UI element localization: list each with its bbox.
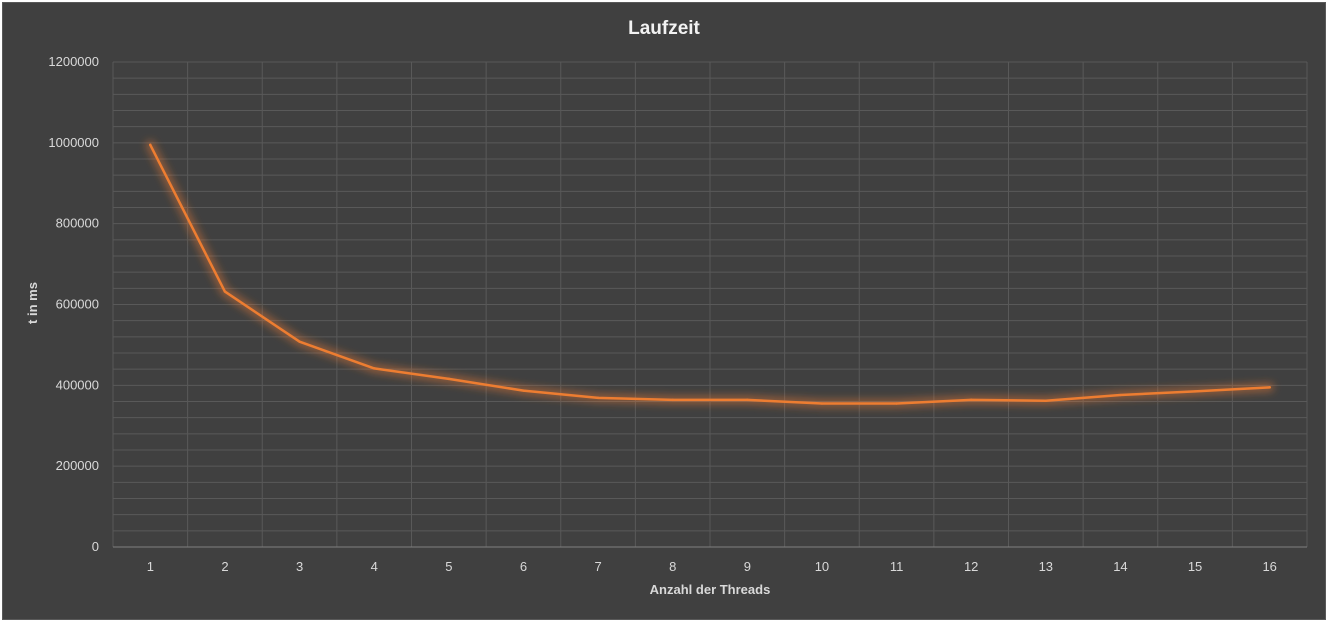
data-point[interactable] bbox=[1044, 399, 1048, 402]
data-point[interactable] bbox=[1119, 393, 1122, 397]
data-point[interactable] bbox=[746, 398, 749, 402]
data-point[interactable] bbox=[969, 398, 973, 402]
data-point[interactable] bbox=[149, 143, 152, 147]
data-point[interactable] bbox=[671, 398, 674, 402]
y-tick-label: 1000000 bbox=[48, 135, 99, 150]
y-tick-label: 0 bbox=[92, 539, 99, 554]
x-axis-title: Anzahl der Threads bbox=[650, 582, 771, 597]
x-tick-label: 16 bbox=[1262, 559, 1276, 574]
y-tick-label: 800000 bbox=[56, 216, 99, 231]
x-tick-label: 6 bbox=[520, 559, 527, 574]
y-axis-title: t in ms bbox=[25, 282, 40, 324]
y-tick-label: 200000 bbox=[56, 458, 99, 473]
x-tick-label: 10 bbox=[815, 559, 829, 574]
gridlines bbox=[112, 61, 1308, 548]
x-tick-label: 11 bbox=[890, 559, 904, 574]
x-tick-label: 9 bbox=[744, 559, 751, 574]
x-tick-label: 1 bbox=[147, 559, 154, 574]
x-tick-label: 5 bbox=[445, 559, 452, 574]
x-tick-label: 12 bbox=[964, 559, 978, 574]
data-point[interactable] bbox=[223, 290, 227, 293]
series-group bbox=[145, 140, 1275, 408]
series-line bbox=[149, 143, 1271, 405]
chart-title: Laufzeit bbox=[628, 18, 700, 39]
x-tick-label: 7 bbox=[594, 559, 601, 574]
y-tick-label: 600000 bbox=[56, 297, 99, 312]
x-tick-label: 3 bbox=[296, 559, 303, 574]
data-point[interactable] bbox=[1268, 386, 1271, 389]
y-axis-ticks: 0 200000 400000 600000 800000 1000000 1200000 bbox=[48, 54, 99, 554]
x-tick-label: 8 bbox=[669, 559, 676, 574]
x-tick-label: 14 bbox=[1113, 559, 1127, 574]
x-tick-label: 13 bbox=[1039, 559, 1053, 574]
data-point[interactable] bbox=[1193, 390, 1197, 393]
data-point[interactable] bbox=[447, 377, 451, 381]
x-tick-label: 15 bbox=[1188, 559, 1202, 574]
x-tick-label: 2 bbox=[221, 559, 228, 574]
data-point[interactable] bbox=[895, 402, 898, 405]
data-point[interactable] bbox=[372, 367, 376, 370]
y-tick-label: 1200000 bbox=[48, 54, 99, 69]
data-point[interactable] bbox=[522, 389, 525, 392]
data-point[interactable] bbox=[298, 340, 301, 343]
y-tick-label: 400000 bbox=[56, 377, 99, 392]
x-axis-ticks: 1 2 3 4 5 6 7 8 9 10 11 12 13 14 15 16 bbox=[147, 559, 1277, 574]
data-point[interactable] bbox=[820, 402, 824, 405]
data-point[interactable] bbox=[596, 396, 600, 400]
x-tick-label: 4 bbox=[371, 559, 378, 574]
